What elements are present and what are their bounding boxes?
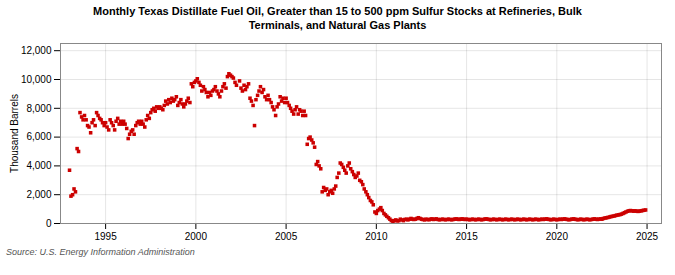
svg-text:2005: 2005 <box>275 230 298 241</box>
svg-text:2015: 2015 <box>455 230 478 241</box>
svg-text:2010: 2010 <box>365 230 388 241</box>
svg-text:Thousand Barrels: Thousand Barrels <box>9 94 20 173</box>
svg-text:0: 0 <box>46 217 52 228</box>
svg-text:4,000: 4,000 <box>26 160 51 171</box>
html-text:Monthly Texas Distillate Fuel: Monthly Texas Distillate Fuel Oil, Great… <box>93 5 582 32</box>
svg-text:8,000: 8,000 <box>26 102 51 113</box>
svg-text:1995: 1995 <box>94 230 117 241</box>
svg-text:2020: 2020 <box>546 230 569 241</box>
svg-text:12,000: 12,000 <box>21 44 52 55</box>
svg-text:10,000: 10,000 <box>21 73 52 84</box>
svg-text:2000: 2000 <box>185 230 208 241</box>
svg-text:6,000: 6,000 <box>26 131 51 142</box>
svg-text:2,000: 2,000 <box>26 188 51 199</box>
svg-text:2025: 2025 <box>636 230 659 241</box>
html-text:Source: U.S. Energy Informatio: Source: U.S. Energy Information Administ… <box>6 246 195 257</box>
